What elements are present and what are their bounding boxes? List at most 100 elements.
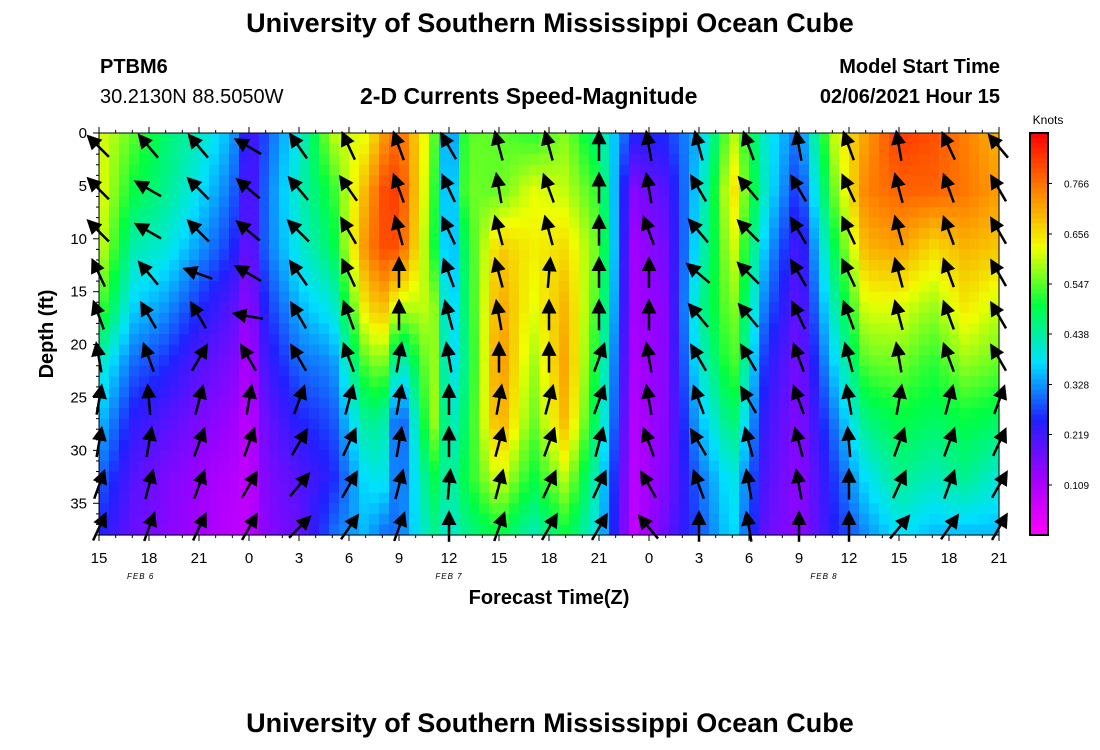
heat-cell — [929, 259, 940, 272]
heat-cell — [499, 344, 510, 356]
heat-cell — [489, 238, 500, 250]
heat-cell — [149, 312, 160, 325]
current-vector-arrow — [592, 384, 608, 415]
heat-cell — [459, 429, 470, 441]
chart-title: 2-D Currents Speed-Magnitude — [360, 83, 698, 109]
heat-cell — [899, 503, 910, 515]
heat-cell — [379, 524, 390, 536]
heat-cell — [439, 196, 450, 208]
heat-cell — [619, 302, 630, 314]
heat-cell — [179, 482, 190, 494]
colorbar-segment — [1030, 509, 1048, 516]
heat-cell — [209, 228, 220, 240]
heat-cell — [619, 291, 630, 303]
heat-cell — [869, 302, 880, 314]
heat-cell — [989, 323, 1000, 335]
heat-cell — [789, 492, 800, 504]
heat-cell — [859, 418, 870, 430]
heat-cell — [349, 249, 360, 261]
heat-cell — [409, 334, 420, 346]
heat-cell — [299, 418, 310, 430]
heat-cell — [289, 492, 300, 504]
heat-cell — [979, 270, 990, 282]
heat-cell — [269, 302, 280, 314]
heat-cell — [619, 355, 630, 367]
heat-cell — [509, 133, 520, 145]
current-vector-arrow — [133, 222, 162, 240]
heat-cell — [199, 439, 210, 451]
heat-cell — [679, 217, 690, 229]
heat-cell — [279, 386, 290, 399]
heat-cell — [709, 408, 720, 420]
heat-cell — [479, 471, 490, 483]
heat-cell — [409, 355, 420, 367]
heat-cell — [719, 460, 730, 473]
heat-cell — [969, 143, 980, 155]
heat-cell — [829, 196, 840, 208]
heat-cell — [589, 281, 600, 293]
heat-cell — [159, 228, 170, 240]
heat-cell — [239, 291, 250, 303]
heat-cell — [149, 355, 160, 367]
heat-cell — [559, 323, 570, 335]
heat-cell — [889, 471, 900, 483]
heat-cell — [149, 418, 160, 430]
heat-cell — [129, 450, 140, 462]
heat-cell — [169, 143, 180, 155]
heat-cell — [589, 154, 600, 166]
heat-cell — [949, 259, 960, 272]
heat-cell — [199, 133, 210, 145]
heat-cell — [929, 185, 940, 198]
heat-cell — [679, 302, 690, 314]
heat-cell — [669, 513, 680, 526]
colorbar-segment — [1030, 248, 1048, 255]
heat-cell — [699, 323, 710, 335]
heat-cell — [119, 408, 130, 420]
heat-cell — [549, 355, 560, 367]
heat-cell — [439, 143, 450, 155]
heat-cell — [389, 471, 400, 483]
heat-cell — [559, 429, 570, 441]
heat-cell — [529, 439, 540, 451]
heat-cell — [409, 164, 420, 176]
heat-cell — [529, 249, 540, 261]
heat-cell — [449, 185, 460, 198]
heat-cell — [229, 344, 240, 356]
heat-cell — [809, 524, 820, 536]
heat-cell — [869, 175, 880, 187]
heat-cell — [239, 302, 250, 314]
heat-cell — [549, 323, 560, 335]
heat-cell — [969, 185, 980, 198]
heat-cell — [599, 281, 610, 293]
heat-cell — [749, 312, 760, 325]
heat-cell — [979, 408, 990, 420]
heat-cell — [979, 471, 990, 483]
heat-cell — [609, 439, 620, 451]
heat-cell — [629, 503, 640, 515]
heat-cell — [189, 196, 200, 208]
heat-cell — [279, 228, 290, 240]
heat-cell — [689, 365, 700, 377]
heat-cell — [289, 471, 300, 483]
heat-cell — [369, 259, 380, 272]
heat-cell — [219, 376, 230, 388]
heat-cell — [329, 217, 340, 229]
heat-cell — [429, 492, 440, 504]
heat-cell — [899, 164, 910, 176]
heat-cell — [929, 270, 940, 282]
heat-cell — [99, 302, 110, 314]
heat-cell — [949, 133, 960, 145]
heat-cell — [539, 312, 550, 325]
x-tick-label: 18 — [941, 550, 958, 567]
heat-cell — [169, 175, 180, 187]
heat-cell — [629, 133, 640, 145]
heat-cell — [809, 429, 820, 441]
heat-cell — [829, 133, 840, 145]
heat-cell — [319, 259, 330, 272]
heat-cell — [149, 281, 160, 293]
heat-cell — [279, 471, 290, 483]
heat-cell — [539, 439, 550, 451]
heat-cell — [849, 185, 860, 198]
heat-cell — [369, 133, 380, 145]
heat-cell — [769, 418, 780, 430]
